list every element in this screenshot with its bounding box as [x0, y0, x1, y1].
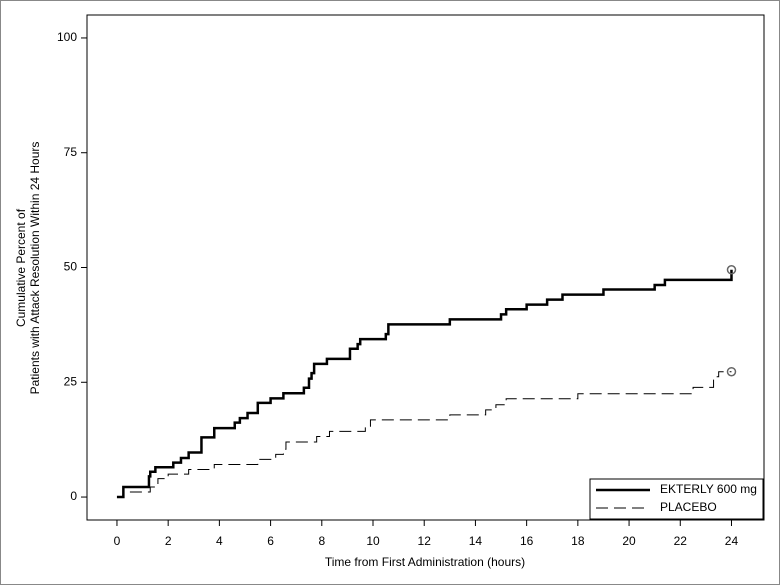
legend-label: PLACEBO	[660, 500, 717, 514]
x-tick-label: 4	[216, 534, 223, 548]
censor-mark	[726, 366, 737, 377]
x-tick-label: 10	[366, 534, 380, 548]
x-tick-label: 24	[725, 534, 739, 548]
x-tick-label: 20	[622, 534, 636, 548]
plot-frame	[86, 14, 765, 521]
y-axis-title: Cumulative Percent of	[14, 208, 28, 327]
x-tick-label: 18	[571, 534, 585, 548]
y-tick-label: 0	[70, 489, 77, 503]
x-tick-label: 12	[418, 534, 432, 548]
x-tick-label: 16	[520, 534, 534, 548]
x-tick-label: 14	[469, 534, 483, 548]
step-line	[116, 269, 733, 499]
x-tick-label: 6	[267, 534, 274, 548]
censor-mark	[726, 265, 737, 275]
x-tick-label: 22	[674, 534, 688, 548]
x-tick-label: 0	[114, 534, 121, 548]
y-tick-label: 50	[64, 260, 78, 274]
legend-label: EKTERLY 600 mg	[660, 482, 757, 496]
step-line	[116, 371, 732, 498]
x-tick-label: 8	[318, 534, 325, 548]
x-tick-label: 2	[165, 534, 172, 548]
y-tick-label: 25	[64, 374, 78, 388]
y-tick-label: 75	[64, 145, 78, 159]
y-axis-title: Patients with Attack Resolution Within 2…	[28, 142, 42, 395]
y-tick-label: 100	[57, 30, 77, 44]
x-axis-title: Time from First Administration (hours)	[325, 555, 525, 569]
legend-box	[589, 478, 764, 520]
